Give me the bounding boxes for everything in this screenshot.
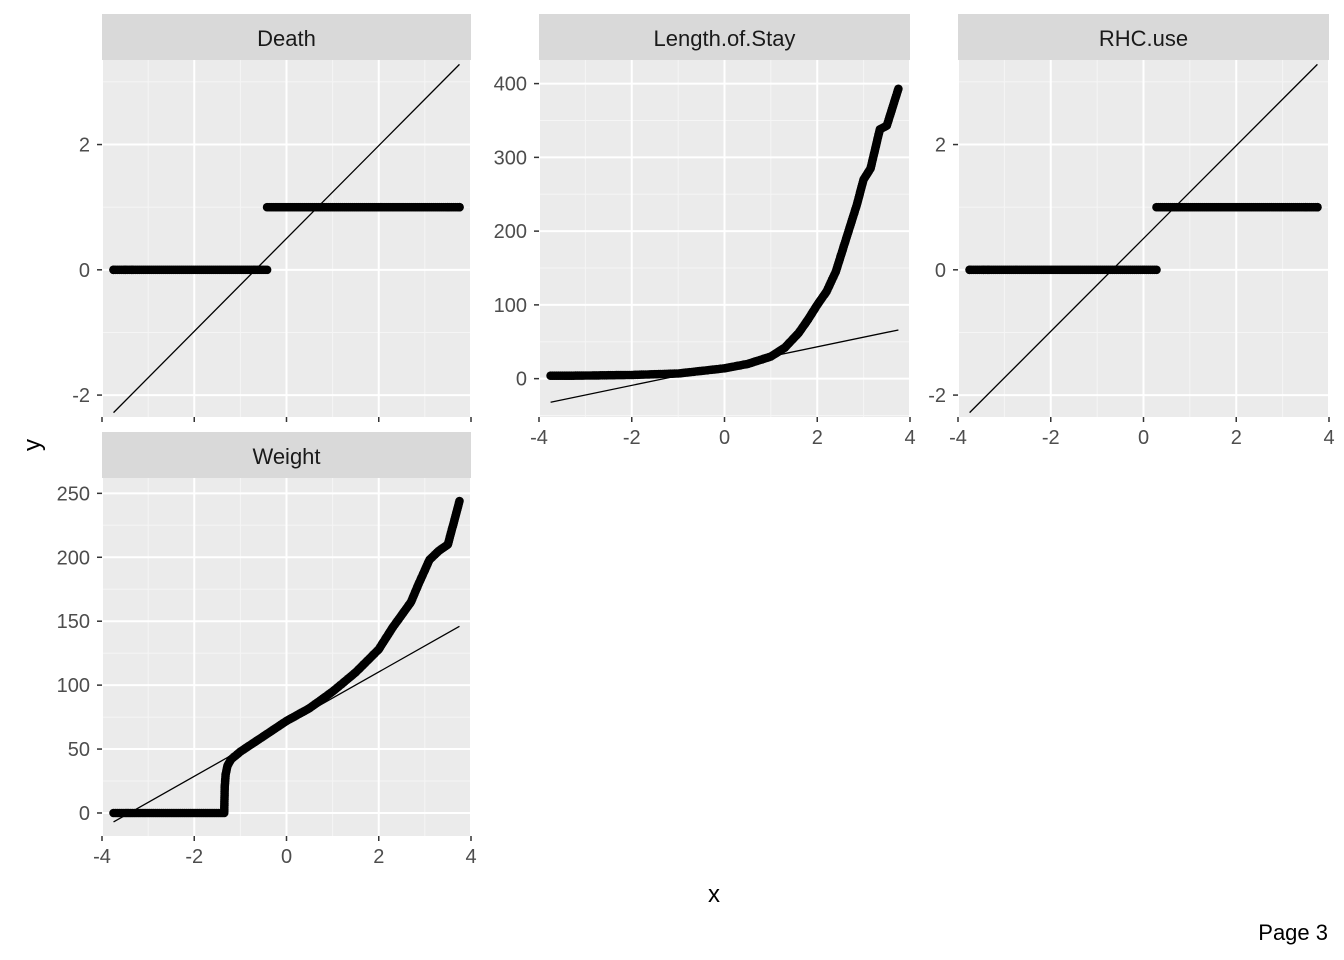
y-tick-label: 100 [57,675,90,697]
x-tick-label: -2 [623,427,641,449]
data-point [894,84,903,94]
y-tick-label: 50 [68,739,90,761]
x-tick-label: 0 [281,846,292,868]
x-tick-label: -4 [530,427,548,449]
data-point [443,202,453,212]
facet-strip-label: Death [257,26,316,51]
data-point [109,265,118,275]
x-tick-label: 0 [1138,427,1149,449]
y-tick-label: 0 [79,260,90,282]
y-tick-label: 250 [57,483,90,505]
data-point [120,265,130,275]
x-tick-label: -2 [1042,427,1060,449]
facet-strip-label: Length.of.Stay [654,26,796,51]
x-tick-label: -4 [949,427,967,449]
data-point [1301,202,1311,212]
x-tick-label: 2 [1231,427,1242,449]
data-points [965,202,1322,275]
y-tick-label: 100 [494,295,527,317]
data-point [455,202,464,212]
data-point [1152,265,1161,275]
qq-reference-line [113,625,460,823]
data-point [455,496,464,506]
qq-reference-line [550,329,899,403]
data-point [262,265,272,275]
x-axis-title: x [708,881,720,908]
y-tick-label: -2 [72,385,90,407]
page-number: Page 3 [1258,920,1328,945]
x-tick-label: 2 [812,427,823,449]
y-tick-label: 150 [57,611,90,633]
y-tick-label: 200 [494,221,527,243]
facet-strip-label: Weight [252,444,320,469]
y-tick-label: 400 [494,74,527,96]
qq-reference-line [113,63,460,414]
y-tick-label: 2 [935,135,946,157]
x-tick-label: 4 [1323,427,1334,449]
x-tick-label: -4 [93,846,111,868]
y-tick-label: 300 [494,147,527,169]
facet-strip [958,14,1329,60]
data-point [983,265,993,275]
facet-panel-death: Death -2 0 2 [72,14,472,422]
facet-strip [539,14,910,60]
y-axis-title: y [19,439,46,451]
facet-panel-weight: Weight 0 50 100 150 200 250 -4 -2 0 2 4 [57,432,477,868]
y-tick-label: 0 [79,803,90,825]
x-tick-label: 4 [904,427,915,449]
facet-panel-length-of-stay: Length.of.Stay 0 100 200 300 400 -4 -2 0 2 4 [494,14,916,449]
facet-panel-rhc-use: RHC.use-202-4 -2 0 2 4 [928,14,1335,449]
x-tick-label: -2 [185,846,203,868]
y-tick-label: -2 [928,385,946,407]
data-point [127,265,137,275]
y-tick-label: 0 [516,369,527,391]
y-tick-label: 200 [57,547,90,569]
facet-strip-label: RHC.use [1099,26,1188,51]
facet-strip [102,432,471,478]
x-tick-label: 4 [465,846,476,868]
x-tick-label: 0 [719,427,730,449]
qq-reference-line [969,63,1318,414]
data-point [1313,202,1322,212]
y-tick-label: 0 [935,260,946,282]
facet-strip [102,14,471,60]
y-tick-label: 2 [79,135,90,157]
data-point [965,265,974,275]
x-tick-label: 2 [373,846,384,868]
